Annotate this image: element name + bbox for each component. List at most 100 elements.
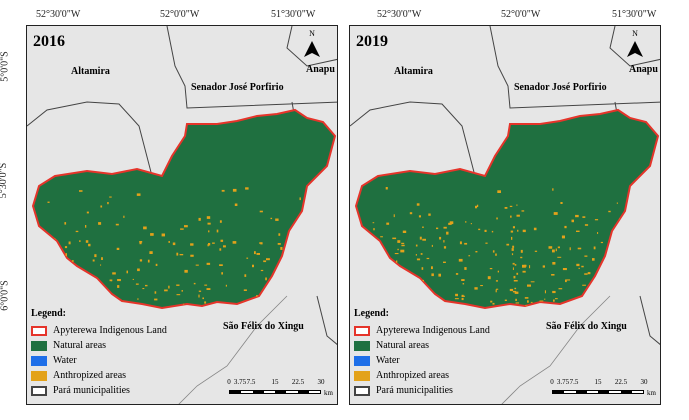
anthropized-patch <box>66 265 71 268</box>
scale-unit: km <box>324 389 333 397</box>
anthropized-patch <box>202 297 204 300</box>
scale-label: 3.75 <box>233 378 247 386</box>
anthropized-patch <box>612 249 615 251</box>
longitude-label: 51°30'0"W <box>612 9 657 20</box>
anthropized-patch <box>79 240 81 242</box>
anthropized-patch <box>184 225 188 228</box>
anthropized-patch <box>552 188 554 191</box>
anthropized-patch <box>220 239 224 242</box>
anthropized-patch <box>155 263 158 266</box>
anthropized-patch <box>600 241 603 244</box>
anthropized-patch <box>65 253 67 257</box>
anthropized-patch <box>420 292 422 296</box>
anthropized-patch <box>587 299 591 303</box>
anthropized-patch <box>99 299 103 303</box>
anthropized-patch <box>418 302 421 304</box>
anthropized-patch <box>59 303 62 306</box>
anthropized-patch <box>101 299 105 303</box>
anthropized-patch <box>504 299 507 301</box>
anthropized-patch <box>648 217 652 220</box>
anthropized-patch <box>100 205 103 208</box>
anthropized-patch <box>405 295 410 299</box>
anthropized-patch <box>123 215 125 218</box>
anthropized-patch <box>92 259 95 262</box>
anthropized-patch <box>582 216 586 218</box>
anthropized-patch <box>398 297 403 300</box>
legend-label: Natural areas <box>376 340 430 351</box>
anthropized-patch <box>513 275 516 279</box>
year-label: 2019 <box>356 33 388 50</box>
anthropized-patch <box>206 262 211 265</box>
north-arrow-icon: N <box>625 29 645 63</box>
anthropized-patch <box>280 261 285 263</box>
scale-bar: 0 3.75 7.5 15 22.5 30 km <box>225 378 337 404</box>
anthropized-patch <box>560 202 563 204</box>
legend-label: Apyterewa Indigenous Land <box>376 325 490 336</box>
anthropized-patch <box>269 289 271 293</box>
anthropized-patch <box>594 302 597 306</box>
anthropized-patch <box>433 301 436 303</box>
anthropized-patch <box>176 284 180 286</box>
anthropized-patch <box>401 242 405 245</box>
anthropized-patch <box>448 222 452 225</box>
anthropized-patch <box>491 230 494 233</box>
anthropized-patch <box>299 235 301 239</box>
anthropized-patch <box>511 253 514 256</box>
anthropized-patch <box>288 252 290 254</box>
municipality-border <box>27 101 153 177</box>
apyterewa-territory <box>31 108 337 310</box>
anthropized-patch <box>468 255 471 257</box>
anthropized-patch <box>464 242 468 245</box>
municipality-label-sao-felix: São Félix do Xingu <box>223 321 304 332</box>
anthropized-patch <box>303 290 307 294</box>
anthropized-patch <box>385 187 388 190</box>
anthropized-patch <box>79 190 83 192</box>
legend-item: Water <box>31 353 221 368</box>
legend-label: Anthropized areas <box>53 370 127 381</box>
municipality-border <box>350 101 476 177</box>
legend-title: Legend: <box>354 308 389 319</box>
anthropized-patch <box>280 247 283 250</box>
anthropized-patch <box>219 264 223 266</box>
anthropized-patch <box>64 246 68 249</box>
anthropized-patch <box>252 264 254 268</box>
anthropized-patch <box>566 279 571 281</box>
anthropized-patch <box>475 205 478 209</box>
scale-unit: km <box>647 389 656 397</box>
anthropized-patch <box>68 297 71 299</box>
legend-label: Pará municipalities <box>53 385 130 396</box>
anthropized-patch <box>219 248 222 251</box>
anthropized-patch <box>115 223 119 226</box>
anthropized-patch <box>576 263 580 267</box>
anthropized-patch <box>516 214 520 217</box>
legend-title: Legend: <box>31 308 66 319</box>
anthropized-patch <box>496 288 499 290</box>
anthropized-patch <box>299 197 301 201</box>
anthropized-patch <box>401 244 405 247</box>
anthropized-patch <box>461 279 465 281</box>
scale-label: 15 <box>271 378 279 386</box>
anthropized-patch <box>517 229 519 232</box>
scale-label: 22.5 <box>614 378 628 386</box>
anthropized-patch <box>420 253 423 255</box>
anthropized-patch <box>431 244 433 247</box>
anthropized-patch <box>400 249 405 253</box>
anthropized-patch <box>431 266 433 270</box>
legend-item: Apyterewa Indigenous Land <box>31 323 221 338</box>
anthropized-patch <box>524 297 529 299</box>
anthropized-patch <box>398 292 403 296</box>
anthropized-patch <box>527 284 531 287</box>
anthropized-patch <box>476 204 479 207</box>
anthropized-patch <box>509 205 513 207</box>
longitude-label: 52°0'0"W <box>501 9 541 20</box>
anthropized-patch <box>117 285 120 288</box>
anthropized-patch <box>286 252 290 255</box>
anthropized-patch <box>594 219 599 221</box>
anthropized-patch <box>587 293 590 295</box>
anthropized-patch <box>259 210 263 213</box>
anthropized-patch <box>557 246 560 249</box>
scale-label: 7.5 <box>569 378 579 386</box>
anthropized-patch <box>432 301 436 303</box>
anthropized-patch <box>639 234 642 238</box>
anthropized-patch <box>136 193 141 196</box>
